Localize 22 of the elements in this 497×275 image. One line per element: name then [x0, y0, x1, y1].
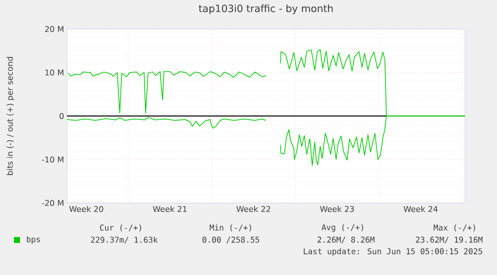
x-tick-label: Week 21 — [152, 206, 187, 212]
text: 2.26M/ 8.26M — [318, 236, 374, 244]
y-tick-label: -20 M — [42, 200, 64, 206]
y-tick-label: 0 — [60, 112, 64, 120]
text: 229.37m/ 1.63k — [90, 236, 158, 244]
x-tick-label: Week 24 — [404, 206, 438, 212]
text: 0.00 /258.55 — [202, 236, 260, 244]
text: Last update: Sun Jun 15 05:00:15 2025 — [304, 248, 482, 256]
y-axis-title: bits in (-) / out (+) per second — [6, 57, 14, 175]
legend-label: bps — [26, 236, 40, 244]
text: Cur (-/+) — [100, 224, 142, 232]
y-tick-label: 10 M — [45, 69, 64, 76]
text: Min (-/+) — [210, 224, 252, 232]
x-tick-label: Week 22 — [236, 206, 270, 212]
chart-title: tap103i0 traffic - by month — [198, 4, 333, 14]
text: Max (-/+) — [434, 224, 476, 232]
text: 23.62M/ 19.16M — [416, 236, 482, 244]
y-tick-label: -10 M — [42, 156, 64, 163]
x-tick-label: Week 23 — [320, 206, 354, 212]
x-tick-label: Week 20 — [69, 206, 104, 212]
text: Avg (-/+) — [322, 224, 364, 232]
y-tick-label: 20 M — [45, 26, 64, 32]
